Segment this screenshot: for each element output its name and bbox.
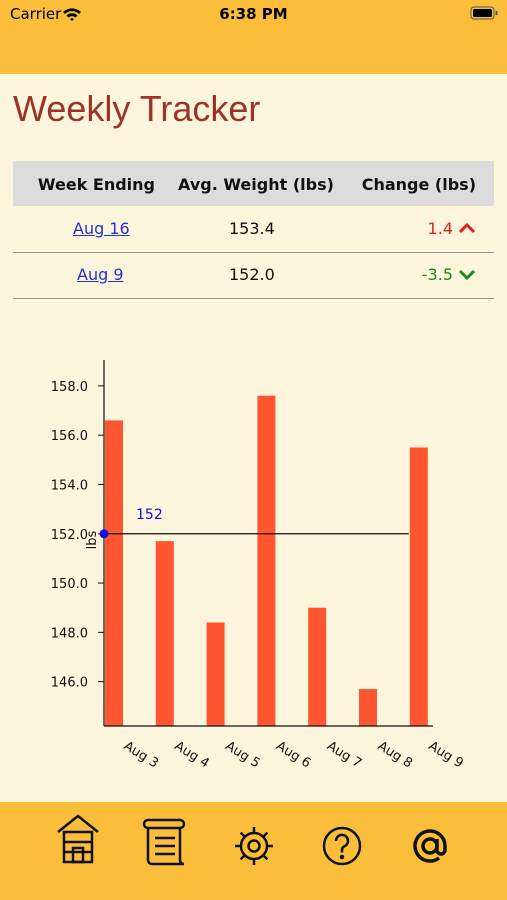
help-tab[interactable] [322,826,362,866]
down-chevron [458,269,476,280]
log-tab[interactable] [142,818,186,866]
y-tick-label: 158.0 [51,380,88,395]
wifi-icon [63,8,81,21]
settings-tab[interactable] [235,827,273,865]
y-tick-label: 146.0 [51,676,88,691]
table-row[interactable]: Aug 16 153.4 1.4 [13,206,494,253]
contact-tab[interactable] [413,829,447,863]
change: -3.5 [421,265,453,284]
x-tick-label: Aug 4 [172,739,212,772]
bar [206,622,225,726]
status-bar: Carrier 6:38 PM [0,0,507,74]
y-tick-label: 152.0 [51,528,88,543]
table-row[interactable]: Aug 9 152.0 -3.5 [13,252,494,299]
y-tick-label: 156.0 [51,429,88,444]
bar [308,607,327,726]
change: 1.4 [427,219,453,238]
avg-weight: 152.0 [229,265,275,284]
tab-bar [0,802,507,900]
x-tick-label: Aug 5 [222,739,262,772]
column-header: Change (lbs) [361,175,476,194]
bar [105,420,123,726]
y-tick-label: 148.0 [51,626,88,641]
x-tick-label: Aug 3 [121,739,161,772]
average-label: 152 [136,507,163,523]
x-tick-label: Aug 7 [324,739,364,772]
x-tick-label: Aug 8 [375,739,415,772]
week-link[interactable]: Aug 16 [73,219,130,238]
home-tab[interactable] [57,814,99,864]
y-tick-label: 154.0 [51,478,88,493]
avg-weight: 153.4 [229,219,275,238]
bar [155,541,174,726]
bar [257,395,276,726]
up-chevron [458,222,476,234]
x-tick-label: Aug 9 [426,739,466,772]
column-header: Week Ending [37,175,155,194]
y-axis-label: lbs [85,530,100,549]
clock: 6:38 PM [219,5,288,23]
page-title: Weekly Tracker [13,88,261,129]
weight-chart: 146.0 148.0 150.0 152.0 154.0 156.0 158.0 lbs Au… [51,360,466,772]
column-header: Avg. Weight (lbs) [178,175,334,194]
table-header: Week Ending Avg. Weight (lbs) Change (lb… [13,161,494,206]
bar [359,689,377,726]
week-link[interactable]: Aug 9 [77,265,124,284]
carrier: Carrier [10,5,62,23]
x-tick-label: Aug 6 [273,739,313,772]
battery-icon [470,6,498,20]
bar [409,447,428,726]
average-dot [99,529,109,539]
tab-icons [57,814,447,866]
y-tick-label: 150.0 [51,577,88,592]
